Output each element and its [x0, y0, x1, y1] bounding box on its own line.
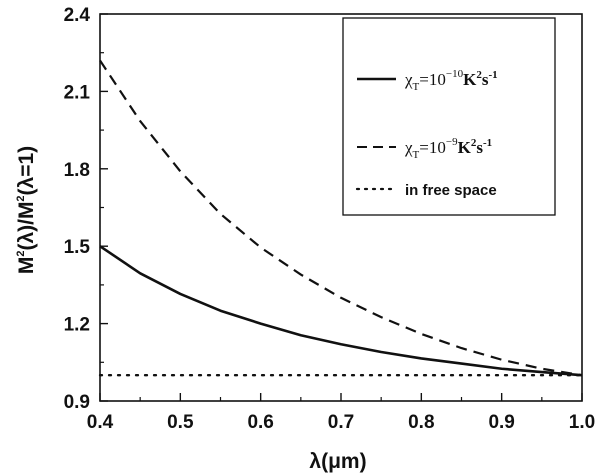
x-tick-label: 0.8 [408, 412, 434, 433]
x-tick-label: 0.9 [488, 412, 514, 433]
y-tick-label: 1.8 [64, 160, 90, 181]
y-tick-label: 2.1 [64, 82, 91, 103]
legend-box [342, 17, 556, 216]
x-tick-label: 0.6 [247, 412, 273, 433]
x-tick-label: 0.5 [167, 412, 194, 433]
y-tick-label: 0.9 [64, 392, 90, 413]
legend-label-3: in free space [405, 182, 497, 199]
y-tick-label: 1.2 [64, 315, 90, 336]
x-tick-label: 1.0 [569, 412, 595, 433]
tick-labels: 0.4 0.5 0.6 0.7 0.8 0.9 1.0 0.9 1.2 1.5 1.8 2.1 2.4 [64, 5, 596, 433]
legend: χT=10−10K2s-1 χT=10−9K2s-1 in free space [342, 17, 556, 216]
x-axis-title: λ(μm) [309, 450, 366, 473]
x-tick-label: 0.4 [87, 412, 114, 433]
series-line-dashed [99, 59, 583, 377]
legend-label-2: χT=10−9K2s-1 [404, 136, 492, 161]
series-layer [98, 59, 584, 377]
axis-ticks [99, 13, 583, 402]
series-line-solid [99, 245, 583, 377]
x-tick-label: 0.7 [328, 412, 354, 433]
y-tick-label: 2.4 [64, 5, 91, 26]
legend-label-1: χT=10−10K2s-1 [404, 68, 498, 93]
y-tick-label: 1.5 [64, 237, 91, 258]
y-axis-title: M2(λ)/M2(λ=1) [15, 146, 38, 274]
